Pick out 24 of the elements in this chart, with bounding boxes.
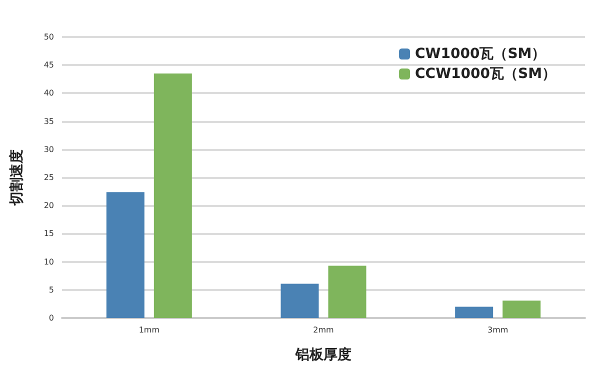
- legend-label: CCW1000瓦（SM）: [415, 66, 556, 82]
- bar: [106, 192, 144, 318]
- x-tick-label: 3mm: [487, 326, 508, 334]
- bar: [455, 306, 494, 318]
- bar: [154, 74, 192, 318]
- y-tick-label: 5: [48, 285, 54, 294]
- y-tick-label: 25: [44, 173, 54, 182]
- y-tick-label: 15: [44, 229, 54, 238]
- y-tick-label: 20: [44, 201, 54, 210]
- y-tick-label: 0: [48, 314, 54, 322]
- bar: [328, 266, 366, 318]
- y-axis-title: 切割速度: [8, 150, 25, 206]
- x-tick-label: 1mm: [138, 326, 160, 334]
- x-tick-label: 2mm: [313, 326, 334, 334]
- y-tick-label: 50: [44, 32, 54, 42]
- y-tick-label: 10: [44, 257, 54, 266]
- bar: [502, 300, 541, 318]
- x-axis-title: 铝板厚度: [294, 346, 352, 363]
- y-tick-label: 45: [44, 60, 54, 70]
- y-tick-label: 35: [44, 116, 54, 126]
- bar: [280, 284, 319, 318]
- y-tick-label: 40: [44, 88, 54, 98]
- legend-label: CW1000瓦（SM）: [415, 46, 546, 62]
- y-tick-label: 30: [44, 144, 54, 154]
